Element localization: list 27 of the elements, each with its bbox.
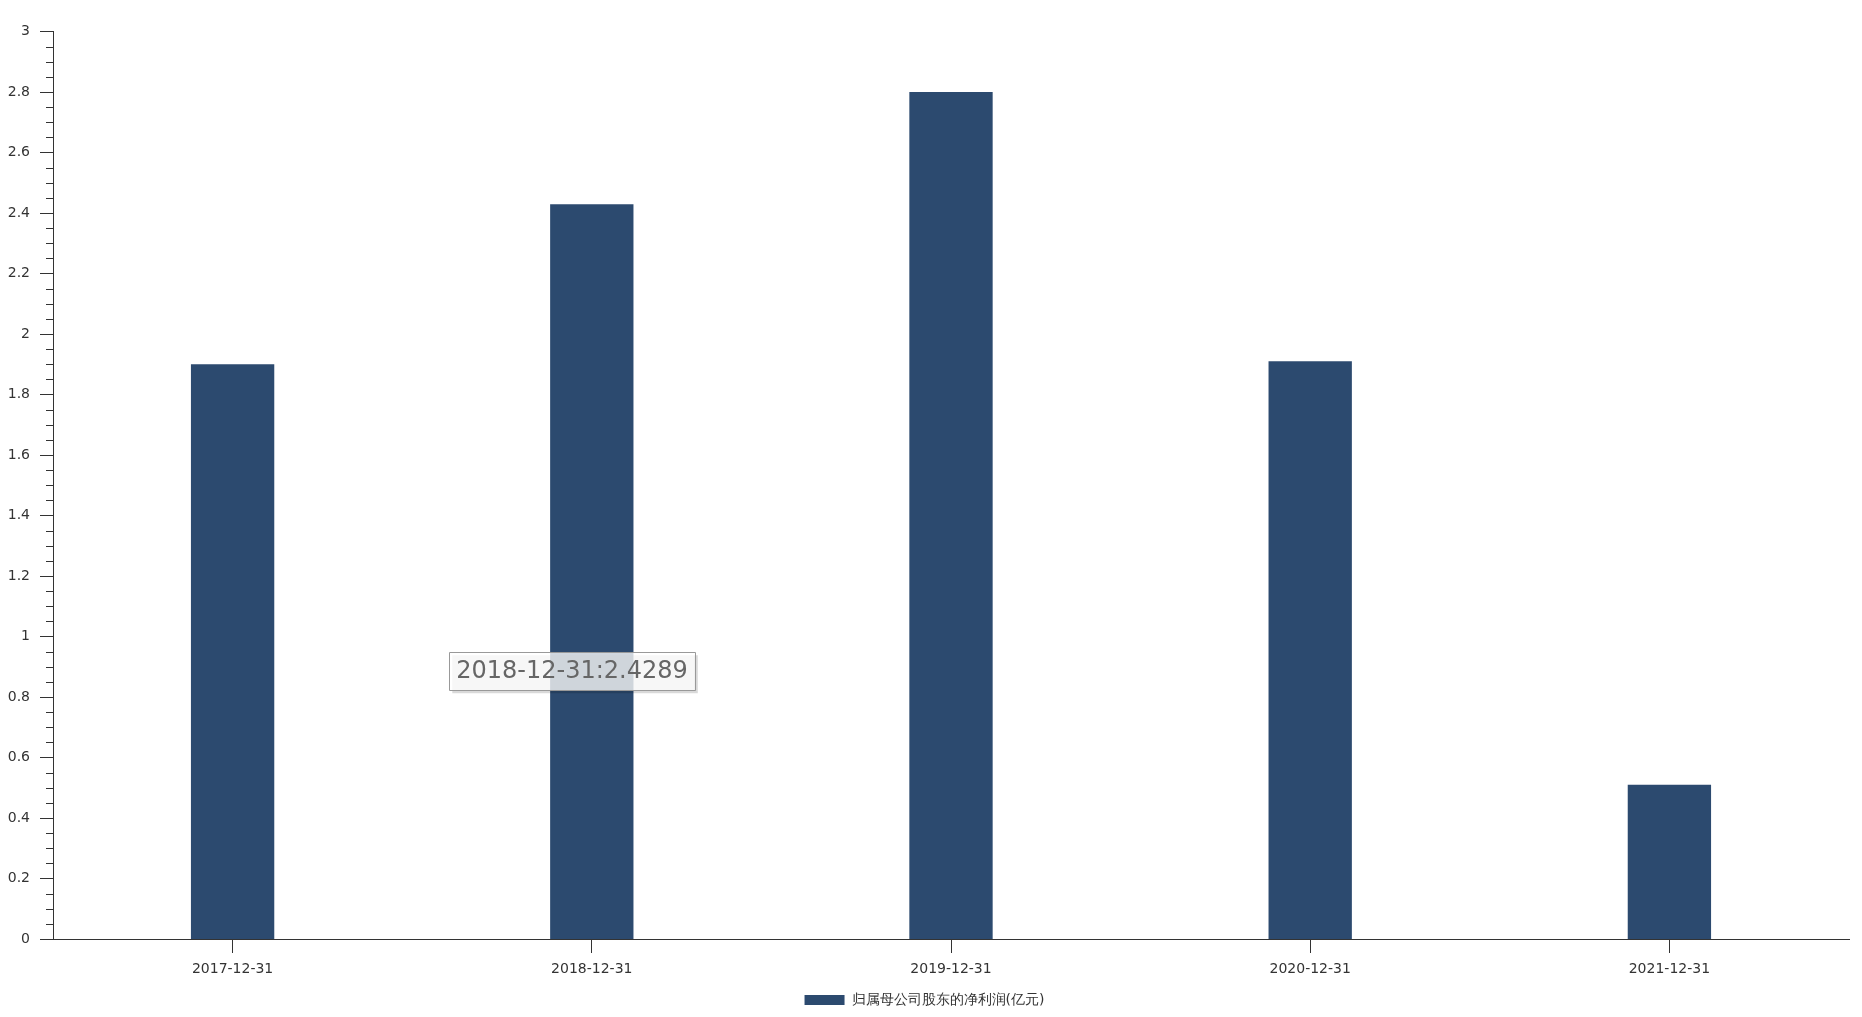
x-tick-label: 2017-12-31 xyxy=(191,960,274,977)
y-tick-label: 0.8 xyxy=(7,687,30,704)
bar xyxy=(909,91,993,939)
y-tick-label: 0.2 xyxy=(7,869,30,886)
y-tick-label: 2.4 xyxy=(7,203,31,220)
y-tick-label: 2.8 xyxy=(7,82,30,99)
y-tick-label: 2 xyxy=(21,324,30,341)
y-tick-label: 2.6 xyxy=(7,143,31,160)
y-tick-label: 2.2 xyxy=(7,264,30,281)
y-tick-label: 1.6 xyxy=(7,445,31,462)
bar xyxy=(1268,361,1352,939)
y-tick-label: 0.4 xyxy=(7,808,31,825)
y-tick-label: 1.4 xyxy=(7,506,31,523)
bar xyxy=(1627,784,1712,939)
y-tick-label: 0.6 xyxy=(7,748,31,765)
annotation: 2018-12-31:2.4289 xyxy=(456,656,688,685)
y-tick-label: 1 xyxy=(21,627,30,644)
y-tick-label: 1.2 xyxy=(7,566,30,583)
y-tick-label: 1.8 xyxy=(7,385,30,402)
x-tick-label: 2018-12-31 xyxy=(551,960,633,977)
bar xyxy=(190,364,275,939)
y-tick-label: 0 xyxy=(21,929,30,946)
x-tick-label: 2019-12-31 xyxy=(910,960,992,977)
x-tick-label: 2021-12-31 xyxy=(1628,960,1711,977)
legend-label: 归属母公司股东的净利润(亿元) xyxy=(851,990,1045,1007)
y-tick-label: 3 xyxy=(21,22,30,39)
x-tick-label: 2020-12-31 xyxy=(1269,960,1351,977)
